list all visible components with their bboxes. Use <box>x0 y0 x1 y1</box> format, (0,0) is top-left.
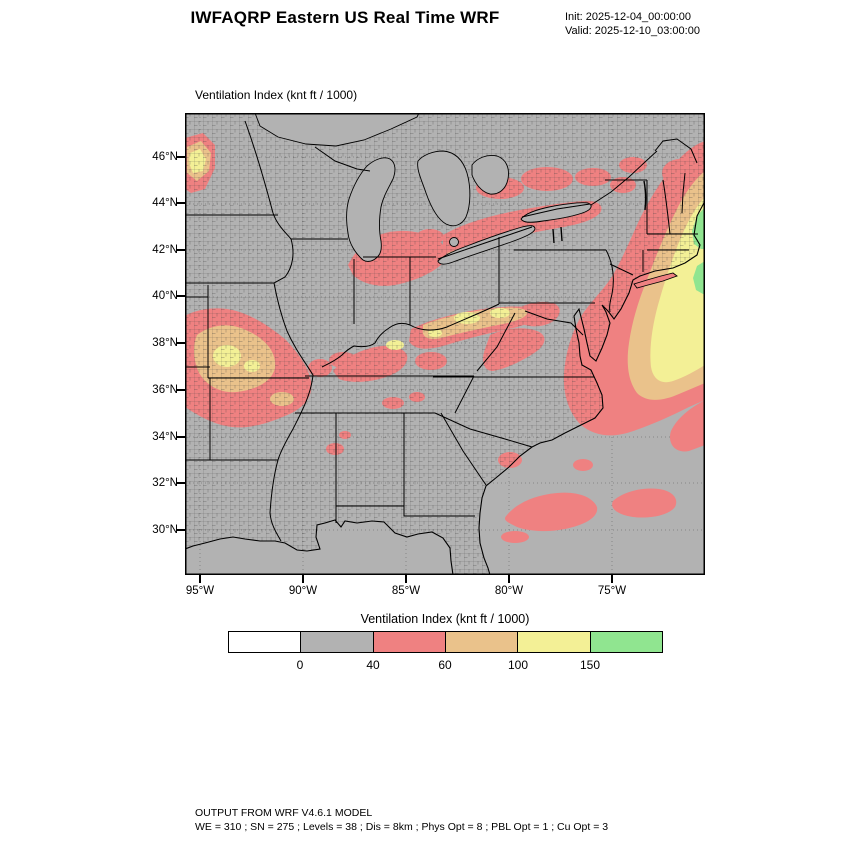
x-tick-label: 75°W <box>597 585 627 597</box>
plot-title: IWFAQRP Eastern US Real Time WRF <box>190 8 500 27</box>
x-tick-mark <box>508 575 510 583</box>
y-tick-mark <box>176 342 185 344</box>
coastline <box>184 112 706 576</box>
y-tick-label: 38°N <box>152 337 178 349</box>
colorbar-segment-pink <box>373 632 446 652</box>
run-times: Init: 2025-12-04_00:00:00 Valid: 2025-12… <box>565 10 700 38</box>
map-variable-label: Ventilation Index (knt ft / 1000) <box>195 88 358 102</box>
y-tick-mark <box>176 249 185 251</box>
y-tick-label: 46°N <box>152 151 178 163</box>
y-tick-mark <box>176 529 185 531</box>
y-tick-mark <box>176 389 185 391</box>
colorbar-tick-label: 0 <box>296 658 304 672</box>
colorbar-tick-label: 100 <box>507 658 529 672</box>
x-tick-mark <box>405 575 407 583</box>
colorbar-segment-tan <box>445 632 519 652</box>
x-tick-label: 95°W <box>185 585 215 597</box>
y-tick-mark <box>176 202 185 204</box>
y-tick-mark <box>176 436 185 438</box>
colorbar-tick-label: 150 <box>579 658 601 672</box>
y-tick-label: 44°N <box>152 197 178 209</box>
init-time: Init: 2025-12-04_00:00:00 <box>565 11 691 23</box>
state-borders <box>185 120 698 542</box>
map-frame-border <box>185 113 705 575</box>
y-tick-label: 32°N <box>152 477 178 489</box>
x-tick-mark <box>302 575 304 583</box>
colorbar-segment-green <box>590 632 662 652</box>
y-tick-label: 34°N <box>152 431 178 443</box>
map-canvas <box>184 112 706 576</box>
y-tick-label: 42°N <box>152 244 178 256</box>
x-tick-label: 90°W <box>288 585 318 597</box>
colorbar-tick-label: 60 <box>438 658 452 672</box>
colorbar-segment-white <box>229 632 302 652</box>
wrf-map-svg <box>184 112 706 576</box>
y-tick-mark <box>176 482 185 484</box>
great-lakes <box>254 112 647 265</box>
colorbar <box>228 631 663 653</box>
x-tick-mark <box>199 575 201 583</box>
y-tick-mark <box>176 156 185 158</box>
y-tick-label: 40°N <box>152 290 178 302</box>
colorbar-title: Ventilation Index (knt ft / 1000) <box>360 612 530 626</box>
colorbar-segment-yellow <box>518 632 591 652</box>
x-tick-label: 80°W <box>494 585 524 597</box>
y-tick-mark <box>176 295 185 297</box>
y-tick-label: 30°N <box>152 524 178 536</box>
x-tick-mark <box>611 575 613 583</box>
x-tick-label: 85°W <box>391 585 421 597</box>
footer-model-line: OUTPUT FROM WRF V4.6.1 MODEL <box>195 807 373 819</box>
valid-time: Valid: 2025-12-10_03:00:00 <box>565 25 700 37</box>
footer: OUTPUT FROM WRF V4.6.1 MODEL WE = 310 ; … <box>195 806 608 834</box>
footer-config-line: WE = 310 ; SN = 275 ; Levels = 38 ; Dis … <box>195 821 609 833</box>
y-tick-label: 36°N <box>152 384 178 396</box>
colorbar-segment-gray <box>301 632 374 652</box>
colorbar-tick-label: 40 <box>366 658 380 672</box>
